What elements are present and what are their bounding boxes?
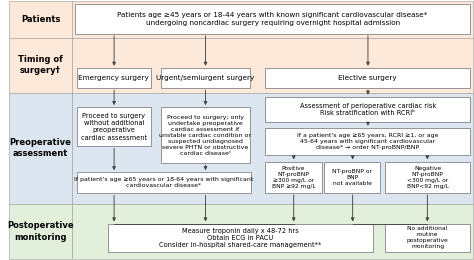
Text: No additional
routine
postoperative
monitoring: No additional routine postoperative moni…	[407, 226, 448, 250]
FancyBboxPatch shape	[265, 161, 321, 193]
Text: Patients age ≥45 years or 18-44 years with known significant cardiovascular dise: Patients age ≥45 years or 18-44 years wi…	[118, 12, 428, 26]
Text: Elective surgery: Elective surgery	[338, 75, 397, 81]
Bar	[9, 1, 474, 38]
FancyBboxPatch shape	[108, 224, 373, 252]
Bar	[9, 38, 474, 93]
FancyBboxPatch shape	[265, 128, 470, 155]
FancyBboxPatch shape	[161, 68, 250, 88]
Text: Proceed to surgery
without additional
preoperative
cardiac assessment: Proceed to surgery without additional pr…	[81, 113, 147, 141]
Bar	[9, 204, 474, 259]
Text: Preoperative
assessment: Preoperative assessment	[9, 138, 72, 158]
FancyBboxPatch shape	[161, 107, 250, 163]
Text: Postoperative
monitoring: Postoperative monitoring	[7, 222, 74, 242]
FancyBboxPatch shape	[75, 4, 470, 34]
Text: Timing of
surgery†: Timing of surgery†	[18, 55, 63, 75]
FancyBboxPatch shape	[76, 172, 251, 193]
Bar	[9, 93, 474, 204]
FancyBboxPatch shape	[385, 161, 470, 193]
Text: Patients: Patients	[21, 15, 60, 24]
Text: If a patient's age ≥65 years, RCRI ≥1, or age
45-64 years with significant cardi: If a patient's age ≥65 years, RCRI ≥1, o…	[297, 133, 438, 150]
FancyBboxPatch shape	[385, 224, 470, 252]
Text: Urgent/semiurgent surgery: Urgent/semiurgent surgery	[156, 75, 255, 81]
Text: Positive
NT-proBNP
≥300 mg/L or
BNP ≥92 mg/L: Positive NT-proBNP ≥300 mg/L or BNP ≥92 …	[272, 166, 315, 189]
FancyBboxPatch shape	[265, 97, 470, 122]
FancyBboxPatch shape	[76, 107, 151, 146]
Text: If patient's age ≥65 years or 18-64 years with significant
cardiovascular diseas: If patient's age ≥65 years or 18-64 year…	[74, 177, 254, 188]
FancyBboxPatch shape	[265, 68, 470, 88]
Text: Proceed to surgery; only
undertake preoperative
cardiac assessment if
unstable c: Proceed to surgery; only undertake preop…	[159, 115, 251, 156]
FancyBboxPatch shape	[324, 161, 381, 193]
FancyBboxPatch shape	[76, 68, 151, 88]
Text: Assessment of perioperative cardiac risk
Risk stratification with RCRIᵇ: Assessment of perioperative cardiac risk…	[300, 103, 436, 116]
Text: Negative
NT-proBNP
<300 mg/L or
BNP<92 mg/L: Negative NT-proBNP <300 mg/L or BNP<92 m…	[407, 166, 448, 189]
Text: Emergency surgery: Emergency surgery	[79, 75, 149, 81]
Text: NT-proBNP or
BNP
not available: NT-proBNP or BNP not available	[332, 169, 373, 186]
Text: Measure troponin daily x 48-72 hrs
Obtain ECG in PACU
Consider in-hospital share: Measure troponin daily x 48-72 hrs Obtai…	[159, 228, 321, 248]
